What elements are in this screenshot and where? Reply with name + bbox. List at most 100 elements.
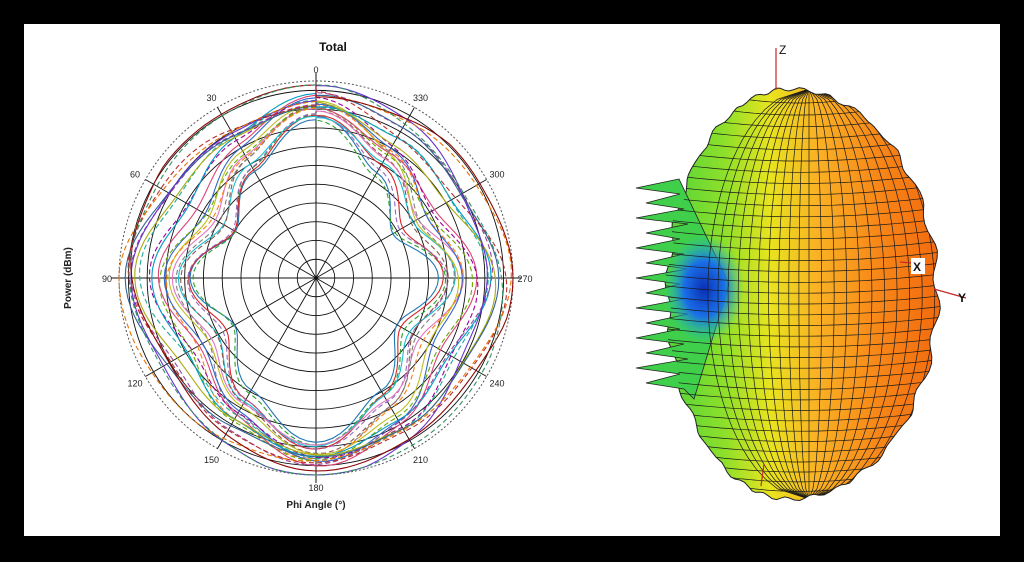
polar-series-line xyxy=(171,107,465,446)
polar-series-line xyxy=(130,84,514,472)
mesh-parallel xyxy=(729,110,869,116)
mesh-parallel xyxy=(664,207,941,218)
polar-angle-tick-label: 150 xyxy=(204,455,219,465)
mesh-meridian xyxy=(808,88,910,500)
axis-label-z: Z xyxy=(779,43,786,57)
mesh-meridian xyxy=(707,88,810,500)
mesh-parallel xyxy=(664,293,941,305)
polar-spoke xyxy=(145,179,317,279)
pattern-null-region xyxy=(635,178,744,400)
polar-angle-tick-label: 240 xyxy=(489,379,504,389)
polar-angle-tick-label: 90 xyxy=(102,274,112,284)
polar-series-line xyxy=(168,100,460,455)
polar-plot: Total 0 30 60 90 120 150 180 210 240 270 300 330 Ph… xyxy=(63,40,533,511)
mesh-meridian xyxy=(808,88,860,500)
figure-panel: Total 0 30 60 90 120 150 180 210 240 270 300 330 Ph… xyxy=(24,24,1000,536)
mesh-parallel xyxy=(664,379,941,390)
mesh-parallel xyxy=(664,250,941,261)
polar-series-line xyxy=(192,114,447,446)
polar-series-line xyxy=(157,94,478,467)
radiation-pattern-3d: Z X Y xyxy=(635,43,967,502)
polar-title: Total xyxy=(319,40,347,54)
mesh-meridian xyxy=(737,88,810,500)
pattern-surface xyxy=(635,87,941,502)
mesh-parallel xyxy=(664,218,941,229)
mesh-parallel xyxy=(664,228,941,240)
polar-spoke xyxy=(217,277,317,449)
mesh-parallel xyxy=(664,390,936,401)
mesh-parallel xyxy=(666,401,932,411)
mesh-parallel xyxy=(664,196,936,207)
mesh-parallel xyxy=(664,347,941,358)
mesh-parallel xyxy=(749,487,849,492)
polar-series-line xyxy=(180,105,449,455)
mesh-parallel xyxy=(703,455,895,463)
mesh-parallel xyxy=(664,239,941,251)
mesh-parallel xyxy=(693,142,905,151)
axis-label-x: X xyxy=(913,260,921,274)
polar-angle-tick-label: 300 xyxy=(489,170,504,180)
mesh-meridian xyxy=(778,88,810,500)
polar-series-line xyxy=(166,104,464,460)
polar-spoke xyxy=(315,107,415,279)
mesh-parallel xyxy=(664,282,941,294)
polar-series-line xyxy=(187,112,449,450)
mesh-parallel xyxy=(672,412,926,422)
mesh-parallel xyxy=(715,466,883,473)
axis-y-line xyxy=(933,288,967,299)
mesh-parallel xyxy=(678,164,920,173)
polar-series-line xyxy=(151,92,492,457)
mesh-parallel xyxy=(664,304,941,316)
mesh-parallel xyxy=(703,131,895,139)
polar-series-group xyxy=(118,84,514,476)
mesh-parallel xyxy=(666,185,932,195)
polar-angle-tick-label: 30 xyxy=(206,93,216,103)
mesh-meridian xyxy=(717,88,810,500)
polar-angle-tick-label: 330 xyxy=(413,93,428,103)
polar-angle-tick-label: 180 xyxy=(308,483,323,493)
mesh-parallel xyxy=(715,121,883,128)
mesh-meridian xyxy=(808,88,923,500)
polar-spoke xyxy=(145,277,317,377)
axis-label-x-box xyxy=(911,258,925,274)
mesh-parallel xyxy=(664,326,941,337)
polar-series-line xyxy=(130,92,494,466)
polar-series-line xyxy=(177,115,456,448)
polar-series-line xyxy=(128,84,504,476)
mesh-meridian xyxy=(727,88,810,500)
polar-ylabel: Power (dBm) xyxy=(63,247,74,309)
polar-series-line xyxy=(139,99,489,460)
mesh-parallel xyxy=(664,272,941,283)
polar-series-line xyxy=(134,101,497,456)
mesh-parallel xyxy=(678,423,920,432)
mesh-meridian xyxy=(808,88,873,500)
axis-label-y: Y xyxy=(958,291,966,305)
mesh-meridian xyxy=(798,88,810,500)
mesh-meridian xyxy=(808,88,885,500)
polar-angle-tick-label: 60 xyxy=(130,170,140,180)
polar-series-line xyxy=(188,114,444,450)
axis-z-neg-line xyxy=(760,463,765,487)
mesh-meridian xyxy=(808,88,822,500)
mesh-parallel xyxy=(729,477,869,483)
mesh-parallel xyxy=(749,99,849,104)
polar-angle-tick-label: 120 xyxy=(127,379,142,389)
mesh-parallel xyxy=(664,261,941,272)
mesh-parallel xyxy=(664,369,941,380)
polar-angle-ticks: 0 30 60 90 120 150 180 210 240 270 300 330 xyxy=(102,65,533,493)
polar-series-line xyxy=(127,90,508,464)
mesh-meridian xyxy=(808,88,898,500)
polar-xlabel: Phi Angle (°) xyxy=(286,500,345,511)
polar-series-line xyxy=(159,106,474,462)
mesh-parallel xyxy=(664,315,941,326)
polar-spoke xyxy=(315,179,487,279)
mesh-parallel xyxy=(672,174,926,184)
polar-series-line xyxy=(163,97,463,462)
polar-spoke xyxy=(315,277,487,377)
polar-spoke xyxy=(315,277,415,449)
polar-angle-tick-label: 270 xyxy=(517,274,532,284)
pattern-null-blue xyxy=(664,234,744,344)
polar-series-line xyxy=(118,96,512,462)
mesh-parallel xyxy=(664,336,941,348)
